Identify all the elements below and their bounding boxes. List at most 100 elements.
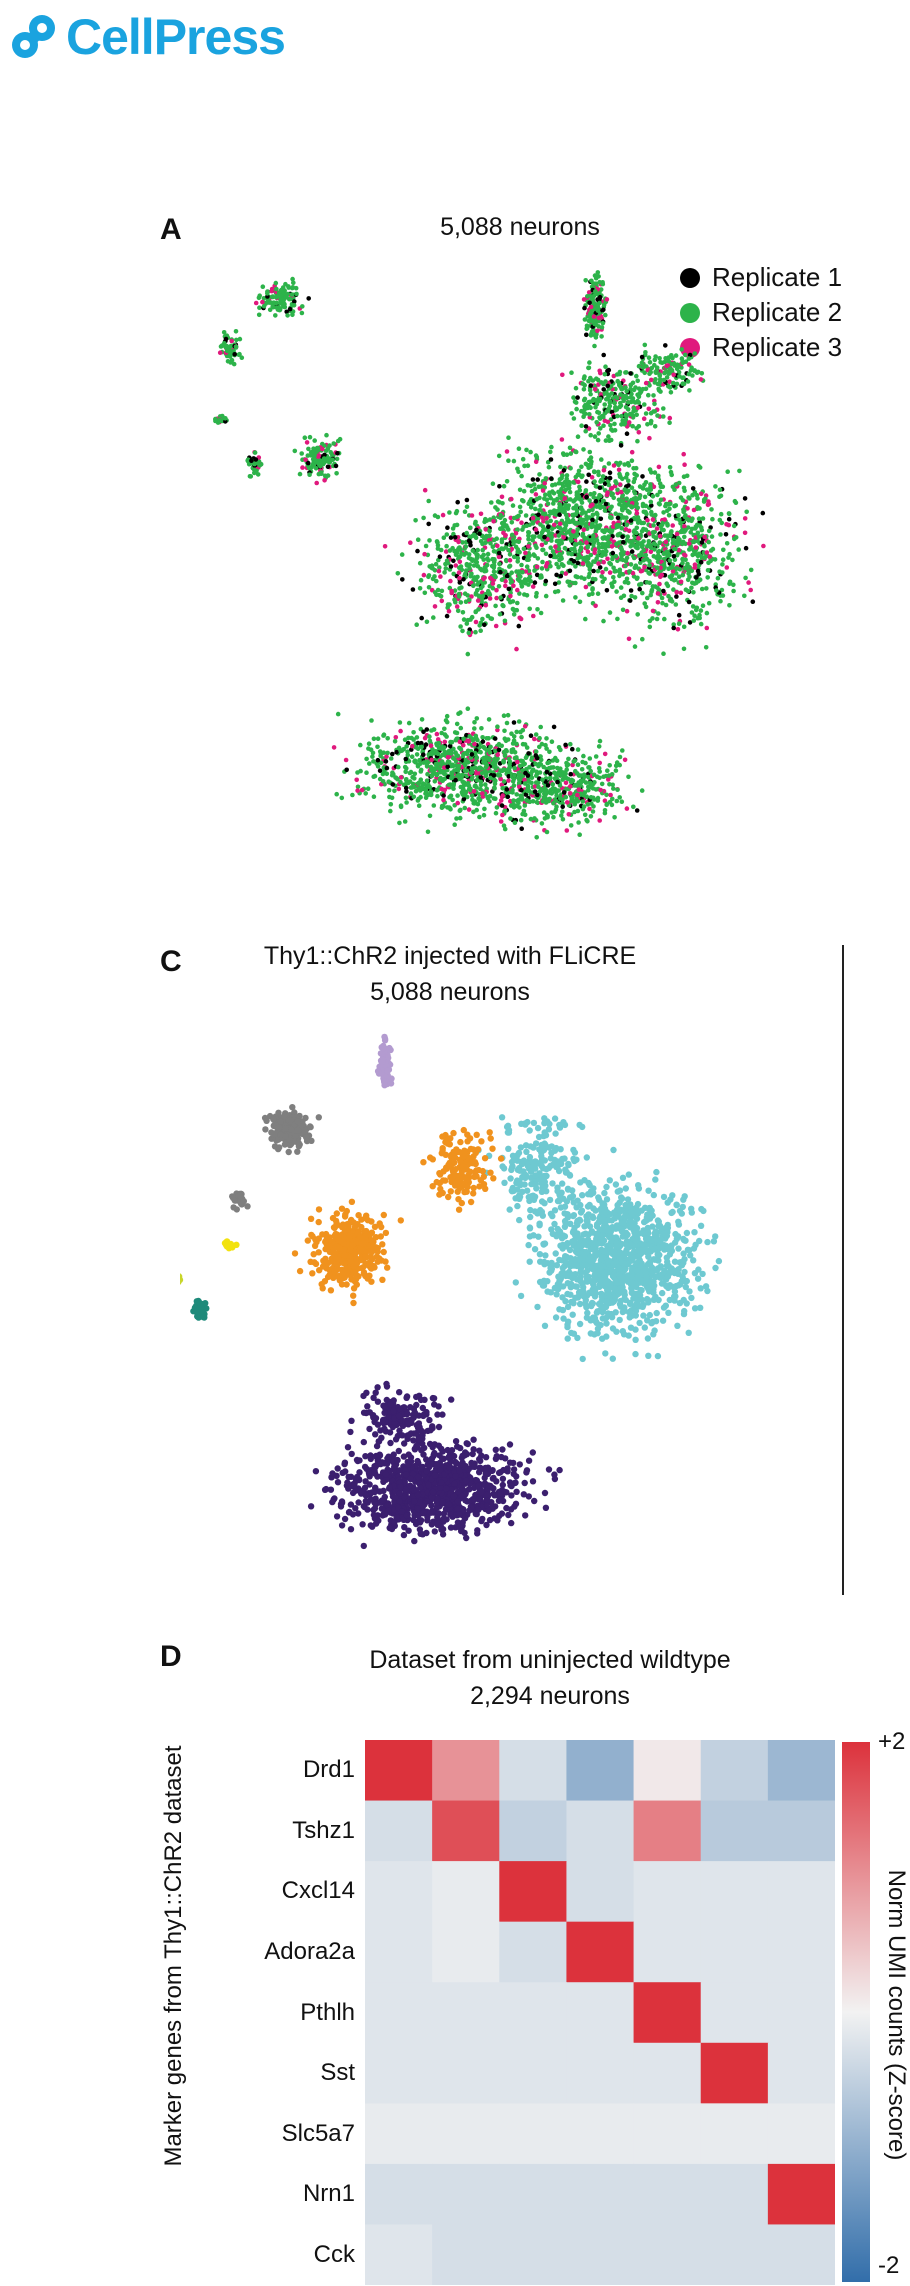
scatter-point [473,629,478,635]
scatter-point [661,414,666,419]
scatter-point [421,752,426,757]
scatter-point [633,385,638,390]
scatter-point [500,501,505,506]
scatter-point [486,717,492,722]
scatter-point [650,1331,657,1338]
scatter-point [516,446,522,451]
scatter-point [231,361,237,367]
scatter-point [568,466,573,471]
scatter-point [511,583,516,589]
scatter-point [516,719,522,724]
scatter-point [430,576,436,582]
scatter-point [375,764,381,769]
scatter-point [559,813,564,818]
scatter-point [612,579,617,584]
scatter-point [527,788,532,794]
scatter-point [579,511,585,516]
scatter-point [412,776,417,781]
scatter-point [322,478,327,483]
scatter-point [586,472,591,478]
scatter-point [704,610,710,616]
scatter-point [742,530,748,536]
scatter-point [459,585,464,590]
scatter-point [422,487,428,493]
scatter-point [506,778,511,783]
scatter-point [366,741,372,746]
scatter-point [593,603,598,609]
scatter-point [539,542,545,548]
scatter-point [698,377,704,382]
scatter-point [305,460,311,466]
scatter-point [424,759,429,764]
scatter-point [427,734,432,739]
scatter-point [628,504,634,509]
scatter-point [673,503,679,508]
scatter-point [549,535,554,540]
scatter-point [378,760,384,766]
scatter-point [683,352,688,358]
scatter-point [474,755,480,760]
scatter-point [586,784,591,789]
scatter-point [538,724,543,730]
scatter-point [512,765,517,771]
scatter-point [695,530,701,536]
legend-item: Replicate 3 [680,332,842,363]
scatter-point [460,628,465,634]
scatter-point [455,753,461,759]
scatter-point [666,358,671,364]
scatter-point [434,731,440,737]
scatter-point [610,550,616,556]
scatter-point [475,587,480,593]
scatter-point [691,590,696,595]
scatter-point [523,755,529,760]
scatter-point [718,532,723,537]
scatter-point [519,734,524,740]
scatter-point [575,479,581,485]
scatter-point [643,552,649,558]
scatter-point [498,526,503,531]
scatter-point [660,600,665,606]
scatter-point [614,372,620,377]
scatter-point [415,548,420,554]
scatter-point [686,1288,693,1295]
scatter-point [583,278,588,283]
scatter-point [579,464,584,470]
scatter-point [477,814,482,820]
scatter-point [681,485,687,491]
scatter-point [474,770,479,776]
scatter-point [556,481,562,486]
scatter-point [587,360,592,365]
scatter-point [290,285,296,290]
scatter-point [378,751,384,757]
scatter-point [621,398,626,403]
scatter-point [592,491,597,496]
scatter-point [620,534,625,539]
scatter-point [492,573,498,579]
scatter-point [371,794,377,799]
scatter-point [627,598,633,603]
scatter-point [599,380,604,385]
scatter-point [575,808,581,814]
scatter-point [525,463,531,468]
scatter-point [582,305,587,311]
scatter-point [472,726,477,731]
scatter-point [416,803,422,808]
scatter-point [517,591,522,596]
scatter-point [359,787,365,793]
scatter-point [717,487,723,493]
scatter-point [494,595,499,601]
scatter-point [642,564,647,570]
scatter-point [574,771,580,776]
scatter-point [307,434,313,440]
scatter-point [692,526,698,531]
scatter-point [665,508,670,514]
scatter-point [286,284,291,289]
scatter-point [488,541,493,546]
scatter-point [285,313,290,318]
scatter-point [498,768,503,773]
scatter-point [484,518,490,523]
scatter-point [671,380,676,386]
scatter-point [421,572,427,578]
scatter-point [278,293,283,299]
scatter-point [508,816,513,821]
